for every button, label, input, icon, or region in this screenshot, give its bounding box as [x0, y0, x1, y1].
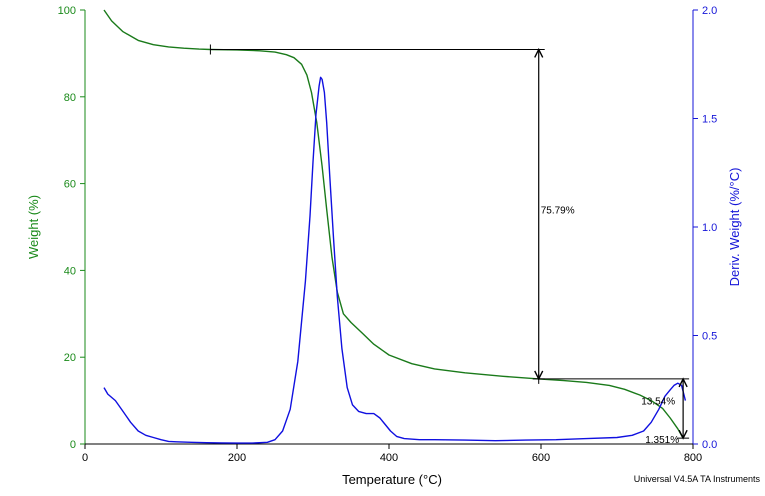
annotations-group: 75.79% 13.54% 1.351%: [209, 44, 690, 446]
residue-label: 1.351%: [645, 435, 679, 446]
arrowhead: [678, 377, 688, 388]
y-left-tick-label: 0: [70, 439, 76, 451]
step1-loss-label: 75.79%: [541, 206, 575, 217]
y-left-tick-label: 80: [64, 92, 76, 104]
y-right-tick-label: 0.0: [702, 439, 717, 451]
y-left-tick-label: 20: [64, 352, 76, 364]
y-left-axis-label: Weight (%): [26, 195, 41, 259]
x-tick-label: 200: [228, 452, 246, 464]
footer-credit: Universal V4.5A TA Instruments: [634, 474, 761, 484]
ticks-group: 0 200 400 600 800 0 20 40 60 80 100 0.0 0.5 1.0 1.5 2.0: [58, 5, 718, 464]
y-right-tick-label: 1.5: [702, 114, 717, 126]
weight-curve: [103, 9, 684, 439]
derivative-curve: [103, 76, 687, 444]
y-left-tick-label: 60: [64, 179, 76, 191]
x-tick-label: 0: [82, 452, 88, 464]
y-left-tick-label: 100: [58, 5, 76, 17]
y-right-tick-label: 2.0: [702, 5, 717, 17]
y-left-tick-label: 40: [64, 265, 76, 277]
x-tick-label: 600: [532, 452, 550, 464]
arrowhead: [534, 47, 544, 58]
x-axis-label: Temperature (°C): [342, 472, 442, 487]
series-group: [103, 9, 687, 444]
x-tick-label: 400: [380, 452, 398, 464]
step2-loss-label: 13.54%: [641, 397, 675, 408]
y-right-tick-label: 1.0: [702, 222, 717, 234]
x-tick-label: 800: [684, 452, 702, 464]
arrowhead: [678, 429, 688, 440]
y-right-axis-label: Deriv. Weight (%/°C): [727, 168, 742, 287]
y-right-tick-label: 0.5: [702, 331, 717, 343]
